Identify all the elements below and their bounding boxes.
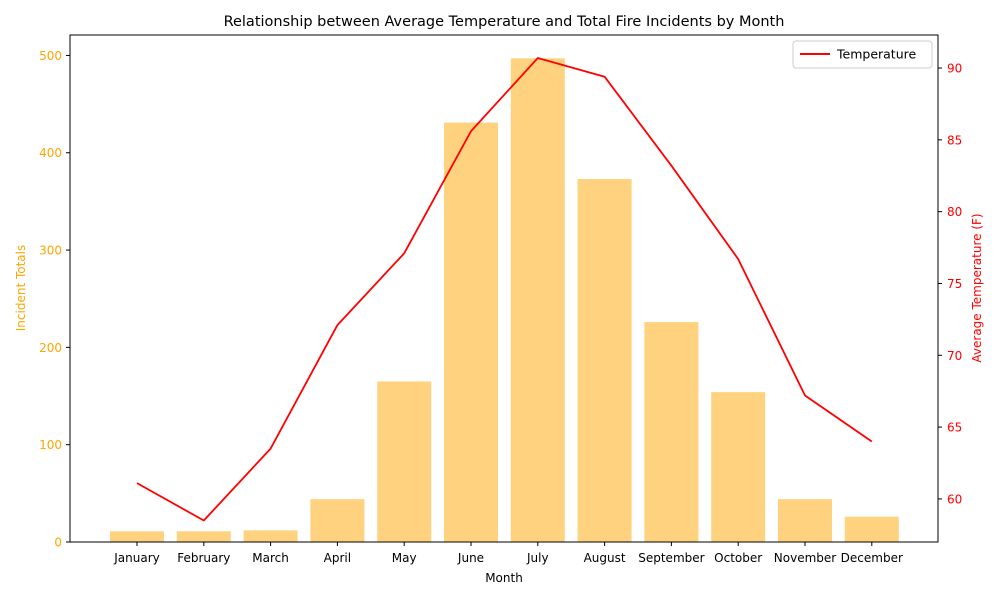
y-right-tick-label-70: 70 [947,349,962,363]
bar-november [778,499,832,542]
x-tick-label-september: September [638,551,704,565]
x-tick-label-august: August [584,551,626,565]
y-axis-label-left: Incident Totals [14,245,28,331]
x-tick-label-july: July [526,551,549,565]
x-tick-label-april: April [324,551,351,565]
y-axis-left: 0 100 200 300 400 500 [39,49,70,550]
bar-august [577,179,632,543]
x-axis: January February March April May June July Augu… [113,542,903,565]
temperature-line [136,57,873,522]
bar-april [310,499,365,542]
y-left-tick-label-100: 100 [39,438,62,452]
x-tick-label-june: June [457,551,484,565]
legend: Temperature [792,40,933,69]
bar-may [377,381,432,542]
y-axis-right: 60 65 70 75 80 85 90 [938,62,962,506]
chart-title: Relationship between Average Temperature… [224,14,785,30]
y-right-tick-label-90: 90 [947,62,962,76]
bar-february [176,531,231,542]
y-right-tick-label-85: 85 [947,133,962,147]
x-tick-label-february: February [177,551,230,565]
bar-march [243,530,298,542]
x-axis-label: Month [485,571,523,585]
bar-january [110,531,164,542]
x-tick-label-january: January [113,551,160,565]
y-right-tick-label-60: 60 [947,492,962,506]
y-left-tick-label-300: 300 [39,244,62,258]
y-right-tick-label-75: 75 [947,277,962,291]
y-left-tick-label-0: 0 [54,536,62,550]
x-tick-label-december: December [841,551,903,565]
y-axis-label-right: Average Temperature (F) [970,213,984,362]
y-left-tick-label-500: 500 [39,49,62,63]
plot-frame [69,34,939,543]
bar-december [844,516,899,542]
x-tick-label-october: October [714,551,762,565]
x-tick-label-march: March [252,551,289,565]
bars-layer [110,58,899,543]
bar-september [644,322,699,542]
bar-july [510,58,565,542]
y-right-tick-label-80: 80 [947,205,962,219]
legend-label-temperature: Temperature [836,47,916,62]
y-left-tick-label-200: 200 [39,341,62,355]
y-right-tick-label-65: 65 [947,421,962,435]
line-layer [136,57,873,522]
x-tick-label-november: November [774,551,836,565]
legend-box [792,40,933,69]
bar-june [444,122,498,542]
bar-october [711,392,766,542]
x-tick-label-may: May [392,551,417,565]
y-left-tick-label-400: 400 [39,146,62,160]
